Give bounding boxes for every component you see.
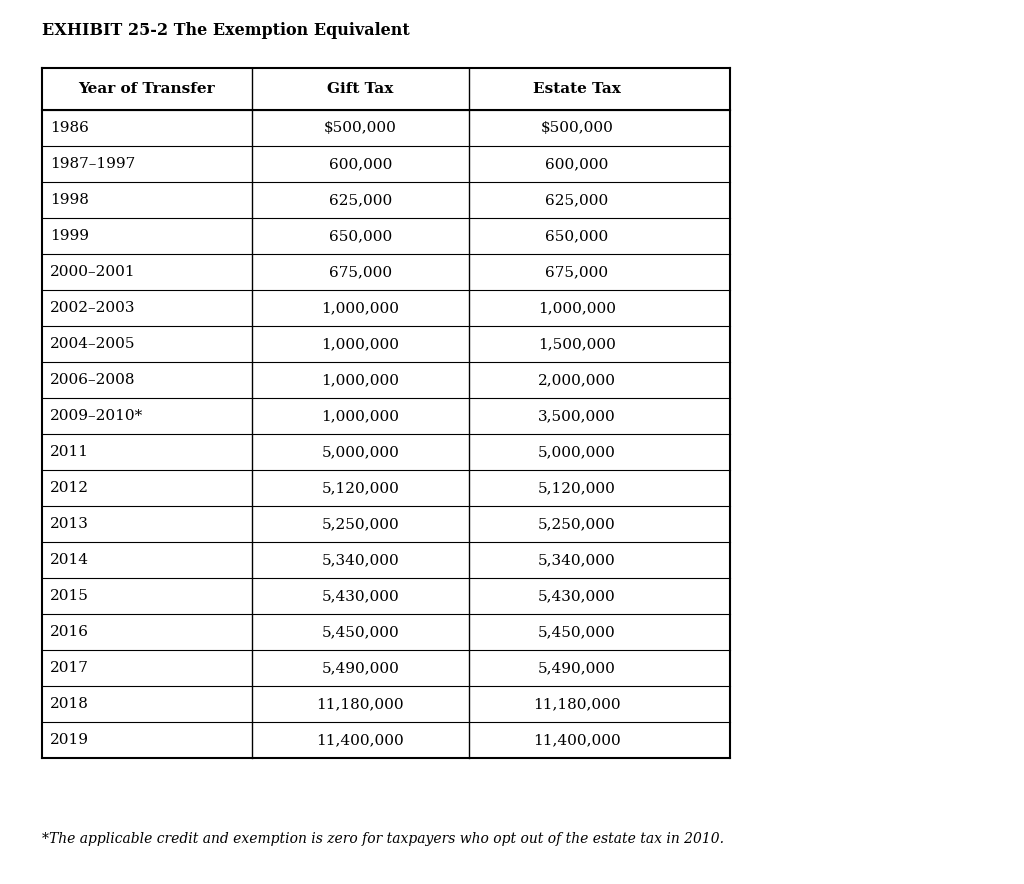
Text: 1987–1997: 1987–1997 <box>50 157 135 171</box>
Text: 600,000: 600,000 <box>329 157 392 171</box>
Text: 3,500,000: 3,500,000 <box>538 409 615 423</box>
Text: 2018: 2018 <box>50 697 89 711</box>
Text: 2002–2003: 2002–2003 <box>50 301 135 315</box>
Text: 1,000,000: 1,000,000 <box>322 337 399 351</box>
Text: 5,340,000: 5,340,000 <box>322 553 399 567</box>
Text: 5,430,000: 5,430,000 <box>538 589 615 603</box>
Text: Year of Transfer: Year of Transfer <box>79 82 215 96</box>
Text: 675,000: 675,000 <box>546 265 608 279</box>
Text: 2016: 2016 <box>50 625 89 639</box>
Text: 2009–2010*: 2009–2010* <box>50 409 143 423</box>
Text: 675,000: 675,000 <box>329 265 392 279</box>
Text: $500,000: $500,000 <box>541 121 613 135</box>
Text: 5,450,000: 5,450,000 <box>538 625 615 639</box>
Text: 2012: 2012 <box>50 481 89 495</box>
Text: 2019: 2019 <box>50 733 89 747</box>
Text: 1,000,000: 1,000,000 <box>322 373 399 387</box>
Text: 5,430,000: 5,430,000 <box>322 589 399 603</box>
Text: 1998: 1998 <box>50 193 89 207</box>
Text: 5,340,000: 5,340,000 <box>538 553 615 567</box>
Text: 2006–2008: 2006–2008 <box>50 373 135 387</box>
Text: 1,000,000: 1,000,000 <box>322 409 399 423</box>
Text: 2000–2001: 2000–2001 <box>50 265 135 279</box>
Text: EXHIBIT 25-2 The Exemption Equivalent: EXHIBIT 25-2 The Exemption Equivalent <box>42 22 410 39</box>
Text: 650,000: 650,000 <box>546 229 608 243</box>
Text: 5,120,000: 5,120,000 <box>538 481 615 495</box>
Text: 1986: 1986 <box>50 121 89 135</box>
Text: 5,250,000: 5,250,000 <box>538 517 615 531</box>
Text: 5,120,000: 5,120,000 <box>322 481 399 495</box>
Text: Estate Tax: Estate Tax <box>532 82 621 96</box>
Text: 5,490,000: 5,490,000 <box>322 661 399 675</box>
Text: 5,250,000: 5,250,000 <box>322 517 399 531</box>
Text: 11,180,000: 11,180,000 <box>316 697 404 711</box>
Text: 5,000,000: 5,000,000 <box>322 445 399 459</box>
Text: 1,500,000: 1,500,000 <box>538 337 615 351</box>
Text: 2017: 2017 <box>50 661 89 675</box>
Text: 625,000: 625,000 <box>329 193 392 207</box>
Text: Gift Tax: Gift Tax <box>327 82 393 96</box>
Text: 1,000,000: 1,000,000 <box>322 301 399 315</box>
Text: *The applicable credit and exemption is zero for taxpayers who opt out of the es: *The applicable credit and exemption is … <box>42 832 724 846</box>
Text: 11,400,000: 11,400,000 <box>534 733 621 747</box>
Text: 600,000: 600,000 <box>545 157 608 171</box>
Text: 11,180,000: 11,180,000 <box>534 697 621 711</box>
Text: 650,000: 650,000 <box>329 229 392 243</box>
Text: 2,000,000: 2,000,000 <box>538 373 615 387</box>
Text: 2014: 2014 <box>50 553 89 567</box>
Text: 625,000: 625,000 <box>546 193 608 207</box>
Text: 2011: 2011 <box>50 445 89 459</box>
Text: 2013: 2013 <box>50 517 89 531</box>
Text: 5,490,000: 5,490,000 <box>538 661 615 675</box>
Text: 11,400,000: 11,400,000 <box>316 733 404 747</box>
Text: 5,000,000: 5,000,000 <box>538 445 615 459</box>
Text: 5,450,000: 5,450,000 <box>322 625 399 639</box>
Text: 1,000,000: 1,000,000 <box>538 301 615 315</box>
Text: 2015: 2015 <box>50 589 89 603</box>
Text: 1999: 1999 <box>50 229 89 243</box>
Text: $500,000: $500,000 <box>324 121 396 135</box>
Text: 2004–2005: 2004–2005 <box>50 337 135 351</box>
